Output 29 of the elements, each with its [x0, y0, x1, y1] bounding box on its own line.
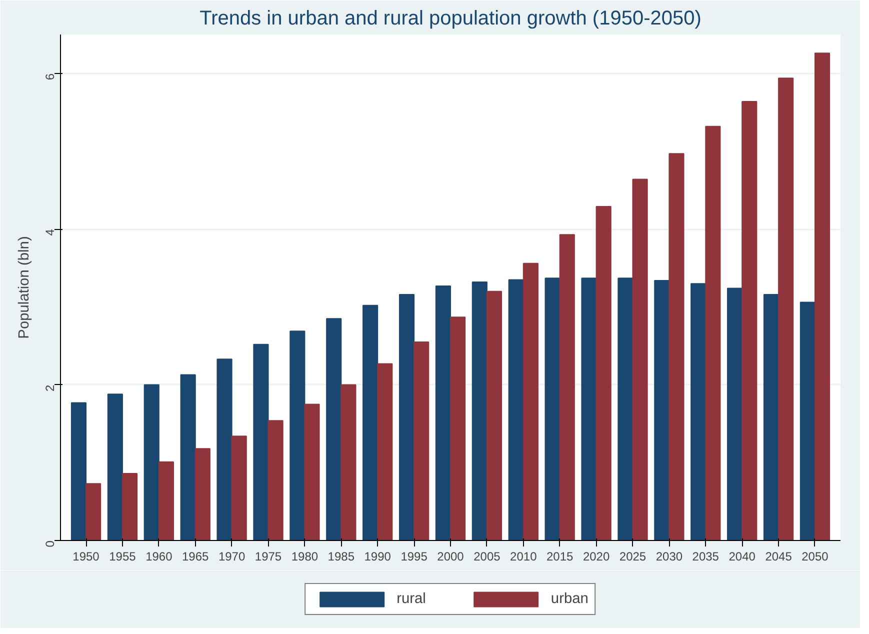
y-tick-label: 4	[43, 228, 57, 236]
y-axis-title: Population (bln)	[16, 236, 32, 339]
legend-label: urban	[550, 591, 588, 607]
y-tick-label: 6	[43, 73, 57, 80]
x-tick-label: 2010	[510, 550, 538, 564]
x-tick-label: 2000	[437, 550, 464, 564]
y-tick-label: 2	[43, 384, 57, 392]
x-tick-label: 1995	[400, 550, 428, 564]
x-tick-label: 2005	[474, 550, 501, 564]
x-tick-label: 2020	[582, 550, 610, 564]
x-tick-label: 2035	[692, 550, 720, 564]
y-tick-label: 0	[43, 540, 57, 548]
x-tick-label: 2025	[619, 550, 646, 564]
x-tick-label: 1985	[328, 550, 355, 564]
x-tick-label: 1990	[364, 550, 392, 564]
x-tick-label: 1955	[109, 550, 136, 564]
legend-label: rural	[396, 591, 426, 607]
chart-title: Trends in urban and rural population growth (1950-2050)	[200, 8, 702, 30]
x-tick-label: 1950	[72, 550, 100, 564]
x-tick-label: 2030	[656, 550, 683, 564]
x-tick-label: 1965	[182, 550, 210, 564]
x-tick-label: 2015	[546, 550, 574, 564]
x-tick-label: 2040	[728, 550, 756, 564]
x-tick-label: 2045	[765, 550, 792, 564]
x-tick-label: 1980	[291, 550, 318, 564]
x-tick-label: 1975	[254, 550, 282, 564]
x-tick-label: 1960	[146, 550, 173, 564]
x-tick-label: 2050	[802, 550, 829, 564]
x-tick-label: 1970	[218, 550, 246, 564]
